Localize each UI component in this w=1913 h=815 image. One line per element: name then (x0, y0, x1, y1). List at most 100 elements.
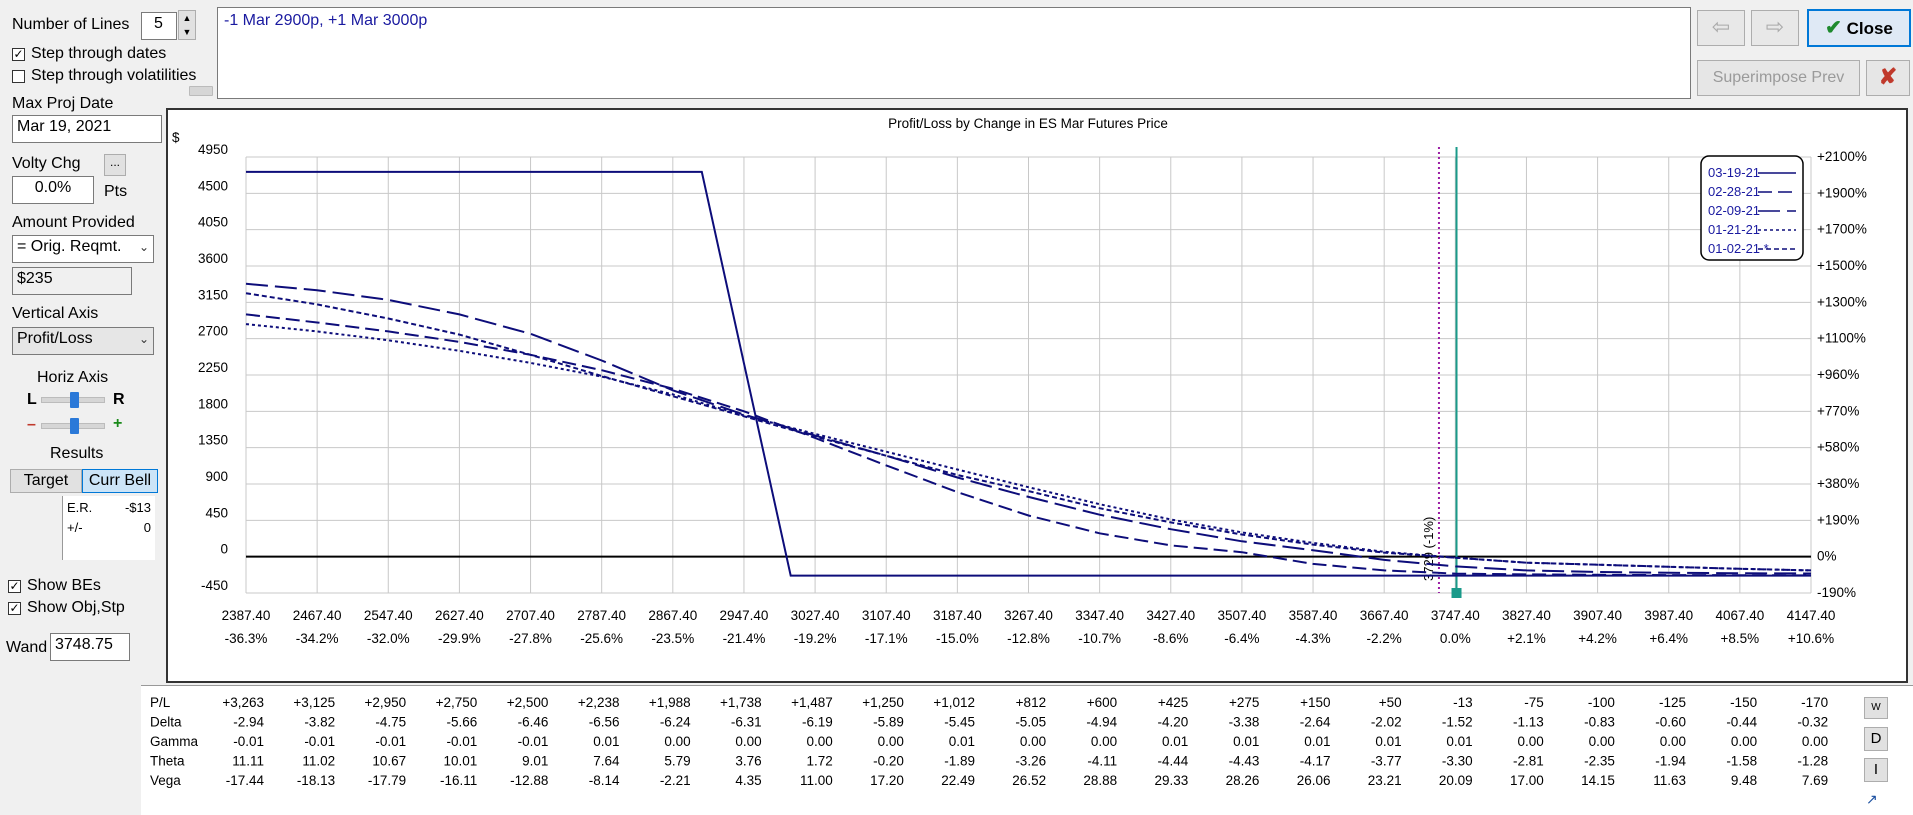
x-pct-tick-label: -25.6% (580, 631, 623, 646)
current-price-marker (1452, 588, 1462, 598)
y-right-tick-label: +770% (1817, 403, 1859, 418)
num-lines-input[interactable]: 5 (141, 12, 177, 40)
amount-provided-select[interactable]: = Orig. Reqmt. ⌄ (12, 235, 154, 263)
x-tick-label: 3027.40 (791, 608, 840, 623)
target-button[interactable]: Target (10, 469, 82, 493)
volty-chg-input[interactable]: 0.0% (12, 176, 94, 204)
chevron-down-icon: ⌄ (139, 240, 149, 254)
wand-input[interactable]: 3748.75 (50, 633, 130, 661)
x-pct-tick-label: -2.2% (1367, 631, 1402, 646)
y-tick-label: 0 (220, 542, 228, 557)
er-label: E.R. (67, 500, 92, 515)
volty-chg-unit: Pts (104, 183, 127, 201)
x-tick-label: 3827.40 (1502, 608, 1551, 623)
x-pct-tick-label: -4.3% (1295, 631, 1330, 646)
checkmark-icon: ✔ (1825, 17, 1842, 39)
vertical-axis-select[interactable]: Profit/Loss ⌄ (12, 327, 154, 355)
pl-chart[interactable]: Profit/Loss by Change in ES Mar Futures … (168, 110, 1906, 681)
amount-value-field: $235 (12, 267, 132, 295)
x-pct-tick-label: +4.2% (1578, 631, 1617, 646)
forward-button[interactable]: ⇨ (1751, 10, 1799, 46)
num-lines-label: Number of Lines (12, 16, 129, 34)
y-tick-label: 4500 (198, 178, 228, 193)
x-pct-tick-label: -21.4% (723, 631, 766, 646)
x-tick-label: 4067.40 (1715, 608, 1764, 623)
y-tick-label: 2250 (198, 360, 228, 375)
y-tick-label: 2700 (198, 324, 228, 339)
zoom-plus-label: + (113, 415, 122, 433)
position-textarea[interactable]: -1 Mar 2900p, +1 Mar 3000p (217, 7, 1691, 99)
x-pct-tick-label: +10.6% (1788, 631, 1834, 646)
y-tick-label: 3600 (198, 251, 228, 266)
amount-provided-label: Amount Provided (12, 214, 135, 232)
greeks-w-button[interactable]: W (1864, 697, 1888, 719)
x-tick-label: 3747.40 (1431, 608, 1480, 623)
pm-value: 0 (144, 520, 151, 535)
x-pct-tick-label: -8.6% (1153, 631, 1188, 646)
x-tick-label: 2787.40 (577, 608, 626, 623)
x-pct-tick-label: -12.8% (1007, 631, 1050, 646)
spin-up-icon[interactable]: ▲ (179, 11, 195, 25)
superimpose-button[interactable]: Superimpose Prev (1697, 60, 1860, 96)
step-dates-label: Step through dates (31, 45, 166, 63)
max-proj-date-label: Max Proj Date (12, 95, 113, 113)
show-bes-checkbox[interactable]: ✓ (8, 580, 21, 593)
greeks-d-button[interactable]: D (1864, 727, 1888, 751)
vertical-axis-label: Vertical Axis (12, 305, 98, 323)
horiz-left-label: L (27, 391, 37, 409)
y-right-tick-label: -190% (1817, 585, 1856, 600)
num-lines-spinner[interactable]: ▲ ▼ (178, 10, 196, 40)
er-value: -$13 (125, 500, 151, 515)
step-dates-checkbox[interactable]: ✓ (12, 48, 25, 61)
step-vols-label: Step through volatilities (31, 67, 196, 85)
er-panel: E.R. -$13 +/- 0 (62, 496, 155, 560)
spin-down-icon[interactable]: ▼ (179, 25, 195, 39)
vertical-axis-value: Profit/Loss (17, 330, 93, 347)
pm-label: +/- (67, 520, 83, 535)
delete-button[interactable]: ✘ (1866, 60, 1910, 96)
back-button[interactable]: ⇦ (1697, 10, 1745, 46)
x-tick-label: 3107.40 (862, 608, 911, 623)
x-tick-label: 3187.40 (933, 608, 982, 623)
y-right-tick-label: +1900% (1817, 185, 1867, 200)
y-tick-label: -450 (201, 578, 228, 593)
x-pct-tick-label: -19.2% (794, 631, 837, 646)
close-label: Close (1847, 19, 1893, 38)
x-pct-tick-label: -6.4% (1224, 631, 1259, 646)
chart-panel: Profit/Loss by Change in ES Mar Futures … (166, 108, 1908, 683)
x-tick-label: 2947.40 (720, 608, 769, 623)
horiz-axis-label: Horiz Axis (37, 369, 108, 387)
x-tick-label: 3987.40 (1644, 608, 1693, 623)
y-tick-label: 4050 (198, 215, 228, 230)
y-tick-label: 1350 (198, 433, 228, 448)
export-icon[interactable]: ↗ (1866, 791, 1886, 809)
zoom-thumb[interactable] (70, 418, 79, 434)
y-right-tick-label: +1100% (1817, 331, 1866, 346)
vol-step-slider[interactable] (189, 86, 213, 96)
close-button[interactable]: ✔ Close (1807, 9, 1911, 47)
y-right-tick-label: +1500% (1817, 258, 1867, 273)
x-tick-label: 2627.40 (435, 608, 484, 623)
curr-bell-button[interactable]: Curr Bell (82, 469, 158, 493)
show-obj-checkbox[interactable]: ✓ (8, 602, 21, 615)
y-tick-label: 4950 (198, 142, 228, 157)
x-tick-label: 3507.40 (1218, 608, 1267, 623)
x-tick-label: 3587.40 (1289, 608, 1338, 623)
y-tick-label: 450 (205, 505, 228, 520)
step-vols-checkbox[interactable] (12, 70, 25, 83)
x-tick-label: 3427.40 (1146, 608, 1195, 623)
legend-entry-label: 02-28-21 (1708, 184, 1760, 199)
max-proj-date-input[interactable]: Mar 19, 2021 (12, 115, 162, 143)
close-x-icon: ✘ (1879, 64, 1897, 89)
volty-chg-label: Volty Chg (12, 155, 80, 173)
x-pct-tick-label: -34.2% (296, 631, 339, 646)
legend: 03-19-2102-28-2102-09-2101-21-2101-02-21… (1701, 156, 1803, 260)
horiz-pan-thumb[interactable] (70, 392, 79, 408)
greeks-i-button[interactable]: I (1864, 758, 1888, 782)
y-tick-label: 900 (205, 469, 228, 484)
x-pct-tick-label: -17.1% (865, 631, 908, 646)
horiz-right-label: R (113, 391, 125, 409)
x-tick-label: 2867.40 (648, 608, 697, 623)
forward-arrow-icon: ⇨ (1766, 14, 1784, 39)
volty-chg-button[interactable]: ... (104, 154, 126, 176)
